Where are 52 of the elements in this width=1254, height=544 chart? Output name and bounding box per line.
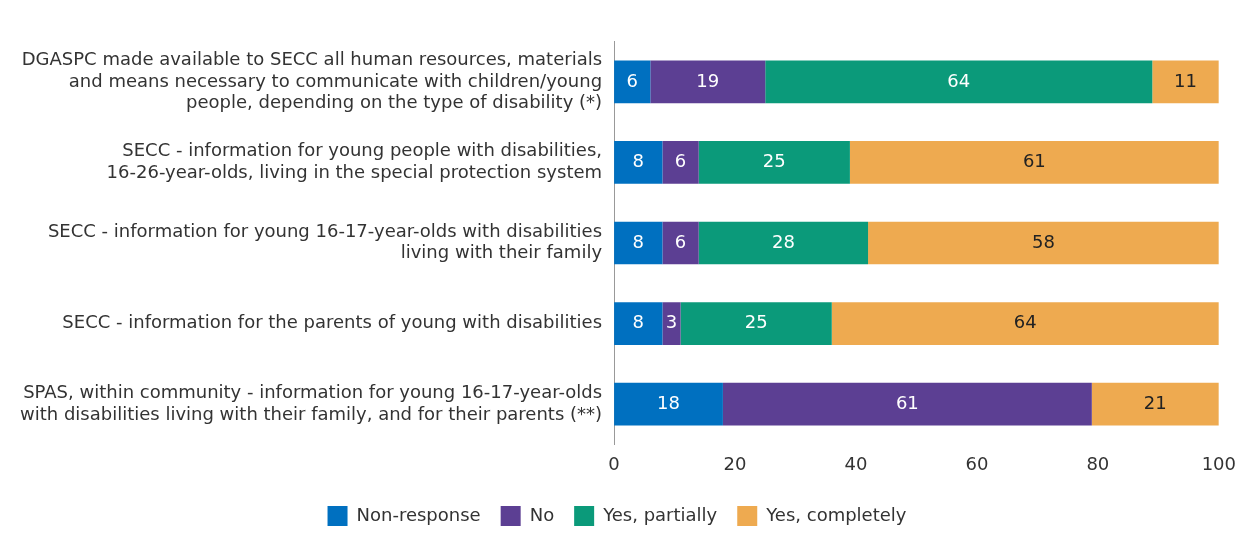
bar: [698, 141, 850, 184]
bar: [662, 141, 699, 184]
data-label: 58: [1031, 230, 1055, 252]
x-tick-label: 80: [1086, 452, 1110, 474]
bar: [614, 302, 663, 345]
bar: [849, 141, 1219, 184]
data-label: 18: [657, 391, 680, 413]
data-label: 8: [632, 150, 644, 172]
data-label: 61: [1022, 150, 1046, 172]
y-tick-label: SECC - information for young people with disabilities, 16-26-year-olds, living in the special protection system: [106, 139, 603, 182]
x-tick-label: 0: [608, 452, 620, 474]
data-label: 19: [696, 69, 720, 91]
data-label: 25: [744, 311, 768, 333]
data-label: 64: [1013, 311, 1037, 333]
data-label: 64: [947, 69, 971, 91]
data-label: 61: [895, 391, 919, 413]
data-label: 3: [665, 311, 678, 333]
x-tick-label: 20: [723, 452, 747, 474]
y-tick-label: SPAS, within community - information for young 16-17-year-olds with disabilities living with their family, and for their parents (**): [19, 380, 603, 424]
bar: [662, 221, 699, 265]
data-label: 8: [632, 311, 644, 333]
bar: [868, 221, 1219, 265]
bar: [765, 60, 1153, 104]
data-label: 8: [632, 230, 644, 252]
data-label: 28: [771, 230, 795, 252]
legend-label: Yes, completely: [765, 503, 907, 525]
legend-label: Yes, partially: [602, 503, 718, 525]
bar: [1091, 382, 1219, 426]
data-label: 6: [674, 230, 687, 252]
y-tick-label: SECC - information for young 16-17-year-olds with disabilities living with their family: [47, 219, 603, 263]
bar: [614, 141, 663, 184]
bar: [1152, 60, 1219, 104]
bar: [680, 302, 832, 345]
bar: [662, 302, 681, 345]
bar: [614, 221, 663, 265]
x-tick-label: 60: [965, 452, 989, 474]
legend-label: No: [529, 503, 555, 525]
data-label: 21: [1143, 391, 1167, 413]
data-label: 6: [626, 69, 638, 91]
data-label: 11: [1174, 69, 1198, 91]
bar: [831, 302, 1219, 345]
bar: [650, 60, 766, 104]
x-tick-label: 40: [844, 452, 868, 474]
legend-label: Non-response: [356, 503, 481, 525]
x-tick-label: 100: [1201, 452, 1236, 474]
bar: [698, 221, 869, 265]
y-tick-label: SECC - information for the parents of young with disabilities: [62, 311, 603, 333]
bar: [614, 382, 723, 426]
data-label: 25: [762, 150, 786, 172]
bar: [722, 382, 1092, 426]
y-tick-label: DGASPC made available to SECC all human resources, materials and means necessary to communicate with children/young people, depending on the type of disability (*): [21, 47, 603, 113]
data-label: 6: [674, 150, 687, 172]
